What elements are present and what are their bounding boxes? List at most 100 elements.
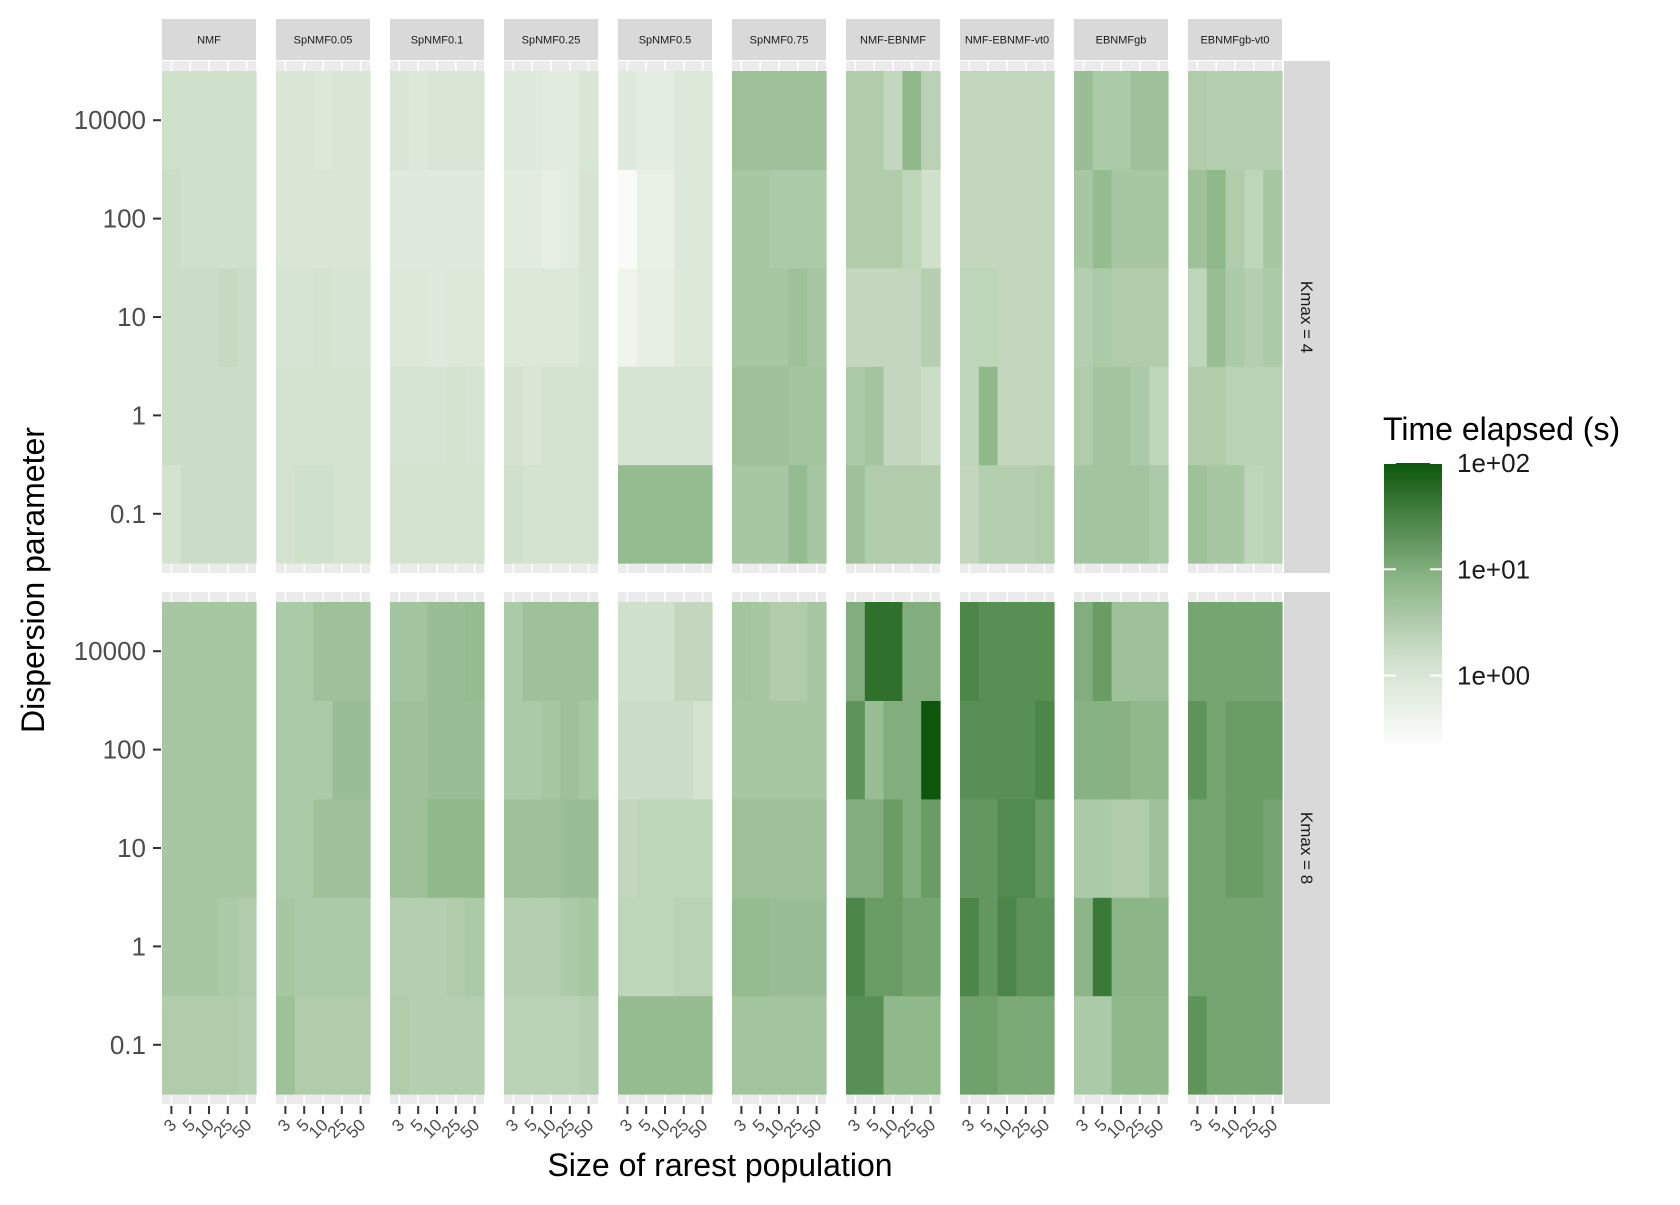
heatmap-cell xyxy=(921,267,941,367)
facet-panel xyxy=(1074,592,1169,1104)
facet-panel xyxy=(732,61,827,573)
facet-strip-top xyxy=(618,19,712,60)
heatmap-cell xyxy=(560,71,580,170)
heatmap-cell xyxy=(446,602,466,701)
heatmap-cell xyxy=(1149,897,1169,997)
heatmap-cell xyxy=(351,267,371,367)
heatmap-cell xyxy=(1074,602,1094,701)
x-tick-label: 3 xyxy=(730,1115,750,1135)
heatmap-cell xyxy=(846,700,866,800)
heatmap-cell xyxy=(579,71,599,170)
heatmap-cell xyxy=(732,995,752,1095)
heatmap-cell xyxy=(864,798,885,898)
heatmap-cell xyxy=(846,267,866,367)
heatmap-cell xyxy=(218,169,238,269)
heatmap-cell xyxy=(427,897,447,997)
heatmap-cell xyxy=(294,602,315,701)
facet-panel xyxy=(1188,61,1283,573)
heatmap-cell xyxy=(276,464,296,564)
heatmap-cell xyxy=(1130,798,1150,898)
heatmap-cell xyxy=(921,464,941,564)
heatmap-cell xyxy=(1263,602,1283,701)
heatmap-cell xyxy=(864,700,885,800)
heatmap-cell xyxy=(1074,267,1094,367)
heatmap-cell xyxy=(960,700,980,800)
heatmap-cell xyxy=(674,700,694,800)
facet-panel xyxy=(390,61,485,573)
heatmap-cell xyxy=(162,464,182,564)
heatmap-cell xyxy=(541,464,561,564)
heatmap-cell xyxy=(237,798,257,898)
heatmap-cell xyxy=(1130,897,1150,997)
heatmap-cell xyxy=(408,169,429,269)
heatmap-cell xyxy=(465,267,485,367)
heatmap-cell xyxy=(788,169,808,269)
heatmap-cell xyxy=(313,700,333,800)
y-tick-label: 10 xyxy=(117,833,146,863)
heatmap-cell xyxy=(693,169,713,269)
heatmap-cell xyxy=(199,267,219,367)
heatmap-cell xyxy=(1092,464,1113,564)
heatmap-cell xyxy=(446,366,466,466)
heatmap-cell xyxy=(1092,700,1113,800)
heatmap-cell xyxy=(1074,700,1094,800)
heatmap-cell xyxy=(313,602,333,701)
heatmap-cell xyxy=(237,366,257,466)
heatmap-cell xyxy=(1130,267,1150,367)
heatmap-cell xyxy=(978,71,999,170)
heatmap-cell xyxy=(446,267,466,367)
heatmap-cell xyxy=(732,464,752,564)
heatmap-cell xyxy=(978,169,999,269)
heatmap-cell xyxy=(997,602,1017,701)
x-tick-label: 50 xyxy=(799,1115,826,1142)
heatmap-cell xyxy=(636,995,657,1095)
heatmap-cell xyxy=(864,366,885,466)
heatmap-cell xyxy=(351,464,371,564)
heatmap-cell xyxy=(541,267,561,367)
heatmap-cell xyxy=(579,267,599,367)
heatmap-cell xyxy=(674,897,694,997)
heatmap-cell xyxy=(1092,169,1113,269)
y-tick-label: 10000 xyxy=(74,636,146,666)
heatmap-cell xyxy=(1263,366,1283,466)
heatmap-cell xyxy=(1092,995,1113,1095)
heatmap-cell xyxy=(294,267,315,367)
x-tick-label: 3 xyxy=(160,1115,180,1135)
heatmap-cell xyxy=(693,700,713,800)
y-tick-label: 0.1 xyxy=(110,1030,146,1060)
heatmap-cell xyxy=(655,267,675,367)
heatmap-cell xyxy=(1074,169,1094,269)
heatmap-cell xyxy=(618,995,638,1095)
facet-panel xyxy=(846,592,941,1104)
heatmap-cell xyxy=(276,602,296,701)
x-axis-title: Size of rarest population xyxy=(547,1147,892,1183)
heatmap-cell xyxy=(978,798,999,898)
heatmap-cell xyxy=(465,464,485,564)
heatmap-cell xyxy=(1263,798,1283,898)
heatmap-cell xyxy=(750,798,771,898)
heatmap-cell xyxy=(1149,995,1169,1095)
heatmap-cell xyxy=(864,169,885,269)
heatmap-cell xyxy=(674,602,694,701)
heatmap-cell xyxy=(807,169,827,269)
heatmap-cell xyxy=(846,464,866,564)
heatmap-cell xyxy=(199,602,219,701)
heatmap-cell xyxy=(921,71,941,170)
heatmap-cell xyxy=(465,366,485,466)
heatmap-cell xyxy=(313,798,333,898)
x-tick-label: 3 xyxy=(1186,1115,1206,1135)
legend-tick-label: 1e+02 xyxy=(1457,448,1530,478)
heatmap-cell xyxy=(997,71,1017,170)
heatmap-cell xyxy=(504,602,524,701)
heatmap-cell xyxy=(655,366,675,466)
heatmap-cell xyxy=(674,798,694,898)
heatmap-cell xyxy=(199,71,219,170)
heatmap-cell xyxy=(560,366,580,466)
heatmap-cell xyxy=(1188,700,1208,800)
heatmap-cell xyxy=(162,71,182,170)
heatmap-cell xyxy=(465,700,485,800)
heatmap-cell xyxy=(1130,700,1150,800)
facet-column-label: SpNMF0.75 xyxy=(750,35,809,47)
facet-panel xyxy=(276,592,371,1104)
heatmap-cell xyxy=(199,897,219,997)
